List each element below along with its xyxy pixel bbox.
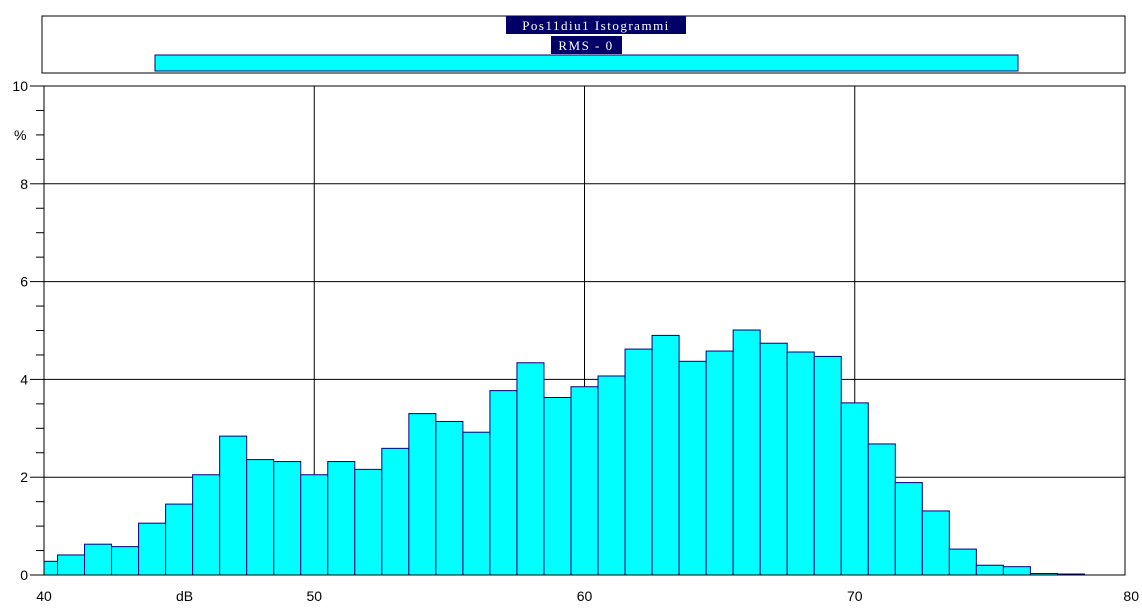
histogram-bar [435,420,464,576]
y-tick-labels: 0 2 4 6 8 10 [12,78,28,583]
histogram-bar [111,546,140,576]
histogram-bar [732,329,761,576]
histogram-bar [327,461,356,576]
histogram-bar [165,503,194,576]
histogram-bar [408,413,437,576]
histogram-bar [516,362,545,576]
histogram-bar [624,348,653,576]
histogram-bar [651,334,680,576]
histogram-bar [813,355,842,576]
x-axis-label: dB [176,588,193,604]
x-tick-label: 80 [1123,588,1139,604]
histogram-bar [867,443,896,576]
y-tick-label: 4 [20,371,28,387]
histogram-bar [138,522,167,576]
y-axis-label: % [14,127,26,143]
x-tick-label: 50 [306,588,322,604]
histogram-bar [381,447,410,576]
histogram-bar [705,350,734,576]
histogram-bar [1002,566,1031,576]
y-tick-label: 8 [20,176,28,192]
plot-frame [43,85,1126,576]
histogram-bar [759,342,788,576]
histogram-bar [975,564,1004,576]
histogram-bar [894,482,923,576]
bars [43,329,1085,576]
histogram-bar [597,375,626,576]
histogram-bar [948,548,977,576]
x-tick-label: 40 [36,588,52,604]
y-tick-label: 6 [20,274,28,290]
histogram-bar [43,560,59,576]
y-tick-label: 0 [20,567,28,583]
subtitle-label-bg [551,36,622,54]
histogram-bar [489,390,518,576]
x-tick-label: 60 [577,588,593,604]
y-minor-ticks [30,85,44,576]
histogram-bar [84,543,113,576]
x-tick-labels: 40 50 60 70 80 [36,588,1139,604]
histogram-bar [246,459,275,576]
rms-bar [154,54,1019,72]
histogram-bar [462,431,491,576]
histogram-bar [678,360,707,576]
histogram-bar [570,386,599,576]
title-label-bg [506,16,686,34]
histogram-bar [354,468,383,576]
histogram-bar [300,474,329,576]
histogram-bar [219,435,248,576]
chart-subtitle: RMS - 0 [558,38,613,53]
x-tick-label: 70 [847,588,863,604]
histogram-bar [921,510,950,576]
histogram-bar [57,554,86,576]
histogram-bar [273,461,302,576]
histogram-bar [786,351,815,576]
y-tick-label: 10 [12,78,28,94]
chart-title: Pos11diu1 Istogrammi [522,18,670,33]
histogram-bar [840,402,869,576]
histogram-bar [192,474,221,576]
y-tick-label: 2 [20,469,28,485]
histogram-bar [543,396,572,576]
